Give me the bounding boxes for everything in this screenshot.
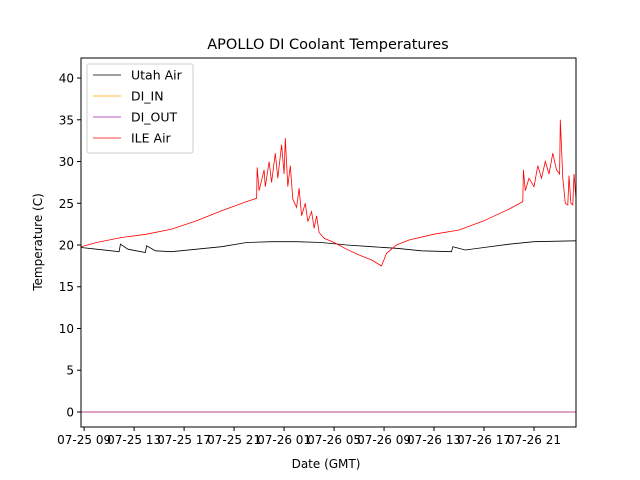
series-line-ile-air <box>80 119 577 267</box>
x-tick-label: 07-25 17 <box>157 433 211 447</box>
x-tick-label: 07-26 21 <box>507 433 561 447</box>
y-tick-label: 10 <box>59 322 74 336</box>
x-tick-label: 07-25 13 <box>107 433 161 447</box>
series-line-utah-air <box>80 240 577 253</box>
plot-frame <box>80 57 577 428</box>
y-tick-label: 0 <box>66 405 74 419</box>
legend-box <box>86 63 194 154</box>
y-tick-label: 20 <box>59 239 74 253</box>
x-tick-label: 07-25 09 <box>57 433 111 447</box>
x-axis-label: Date (GMT) <box>292 457 361 471</box>
x-tick-label: 07-26 17 <box>457 433 511 447</box>
y-axis-label: Temperature (C) <box>31 193 45 292</box>
x-tick-label: 07-26 09 <box>357 433 411 447</box>
legend-label: ILE Air <box>131 131 172 146</box>
y-tick-label: 35 <box>59 113 74 127</box>
x-tick-label: 07-26 05 <box>307 433 361 447</box>
y-tick-label: 40 <box>59 72 74 86</box>
y-tick-label: 15 <box>59 280 74 294</box>
y-ticks: 0 5 10 15 20 25 30 35 40 <box>59 72 81 419</box>
legend: Utah Air DI_IN DI_OUT ILE Air <box>86 63 194 154</box>
legend-label: DI_OUT <box>131 110 178 125</box>
plot-lines <box>80 119 577 413</box>
x-tick-label: 07-25 21 <box>207 433 261 447</box>
x-tick-label: 07-26 01 <box>257 433 311 447</box>
y-tick-label: 5 <box>66 364 74 378</box>
chart-title: APOLLO DI Coolant Temperatures <box>207 37 448 53</box>
legend-label: DI_IN <box>131 89 164 104</box>
legend-label: Utah Air <box>131 68 183 83</box>
x-tick-label: 07-26 13 <box>407 433 461 447</box>
y-tick-label: 30 <box>59 155 74 169</box>
y-tick-label: 25 <box>59 197 74 211</box>
